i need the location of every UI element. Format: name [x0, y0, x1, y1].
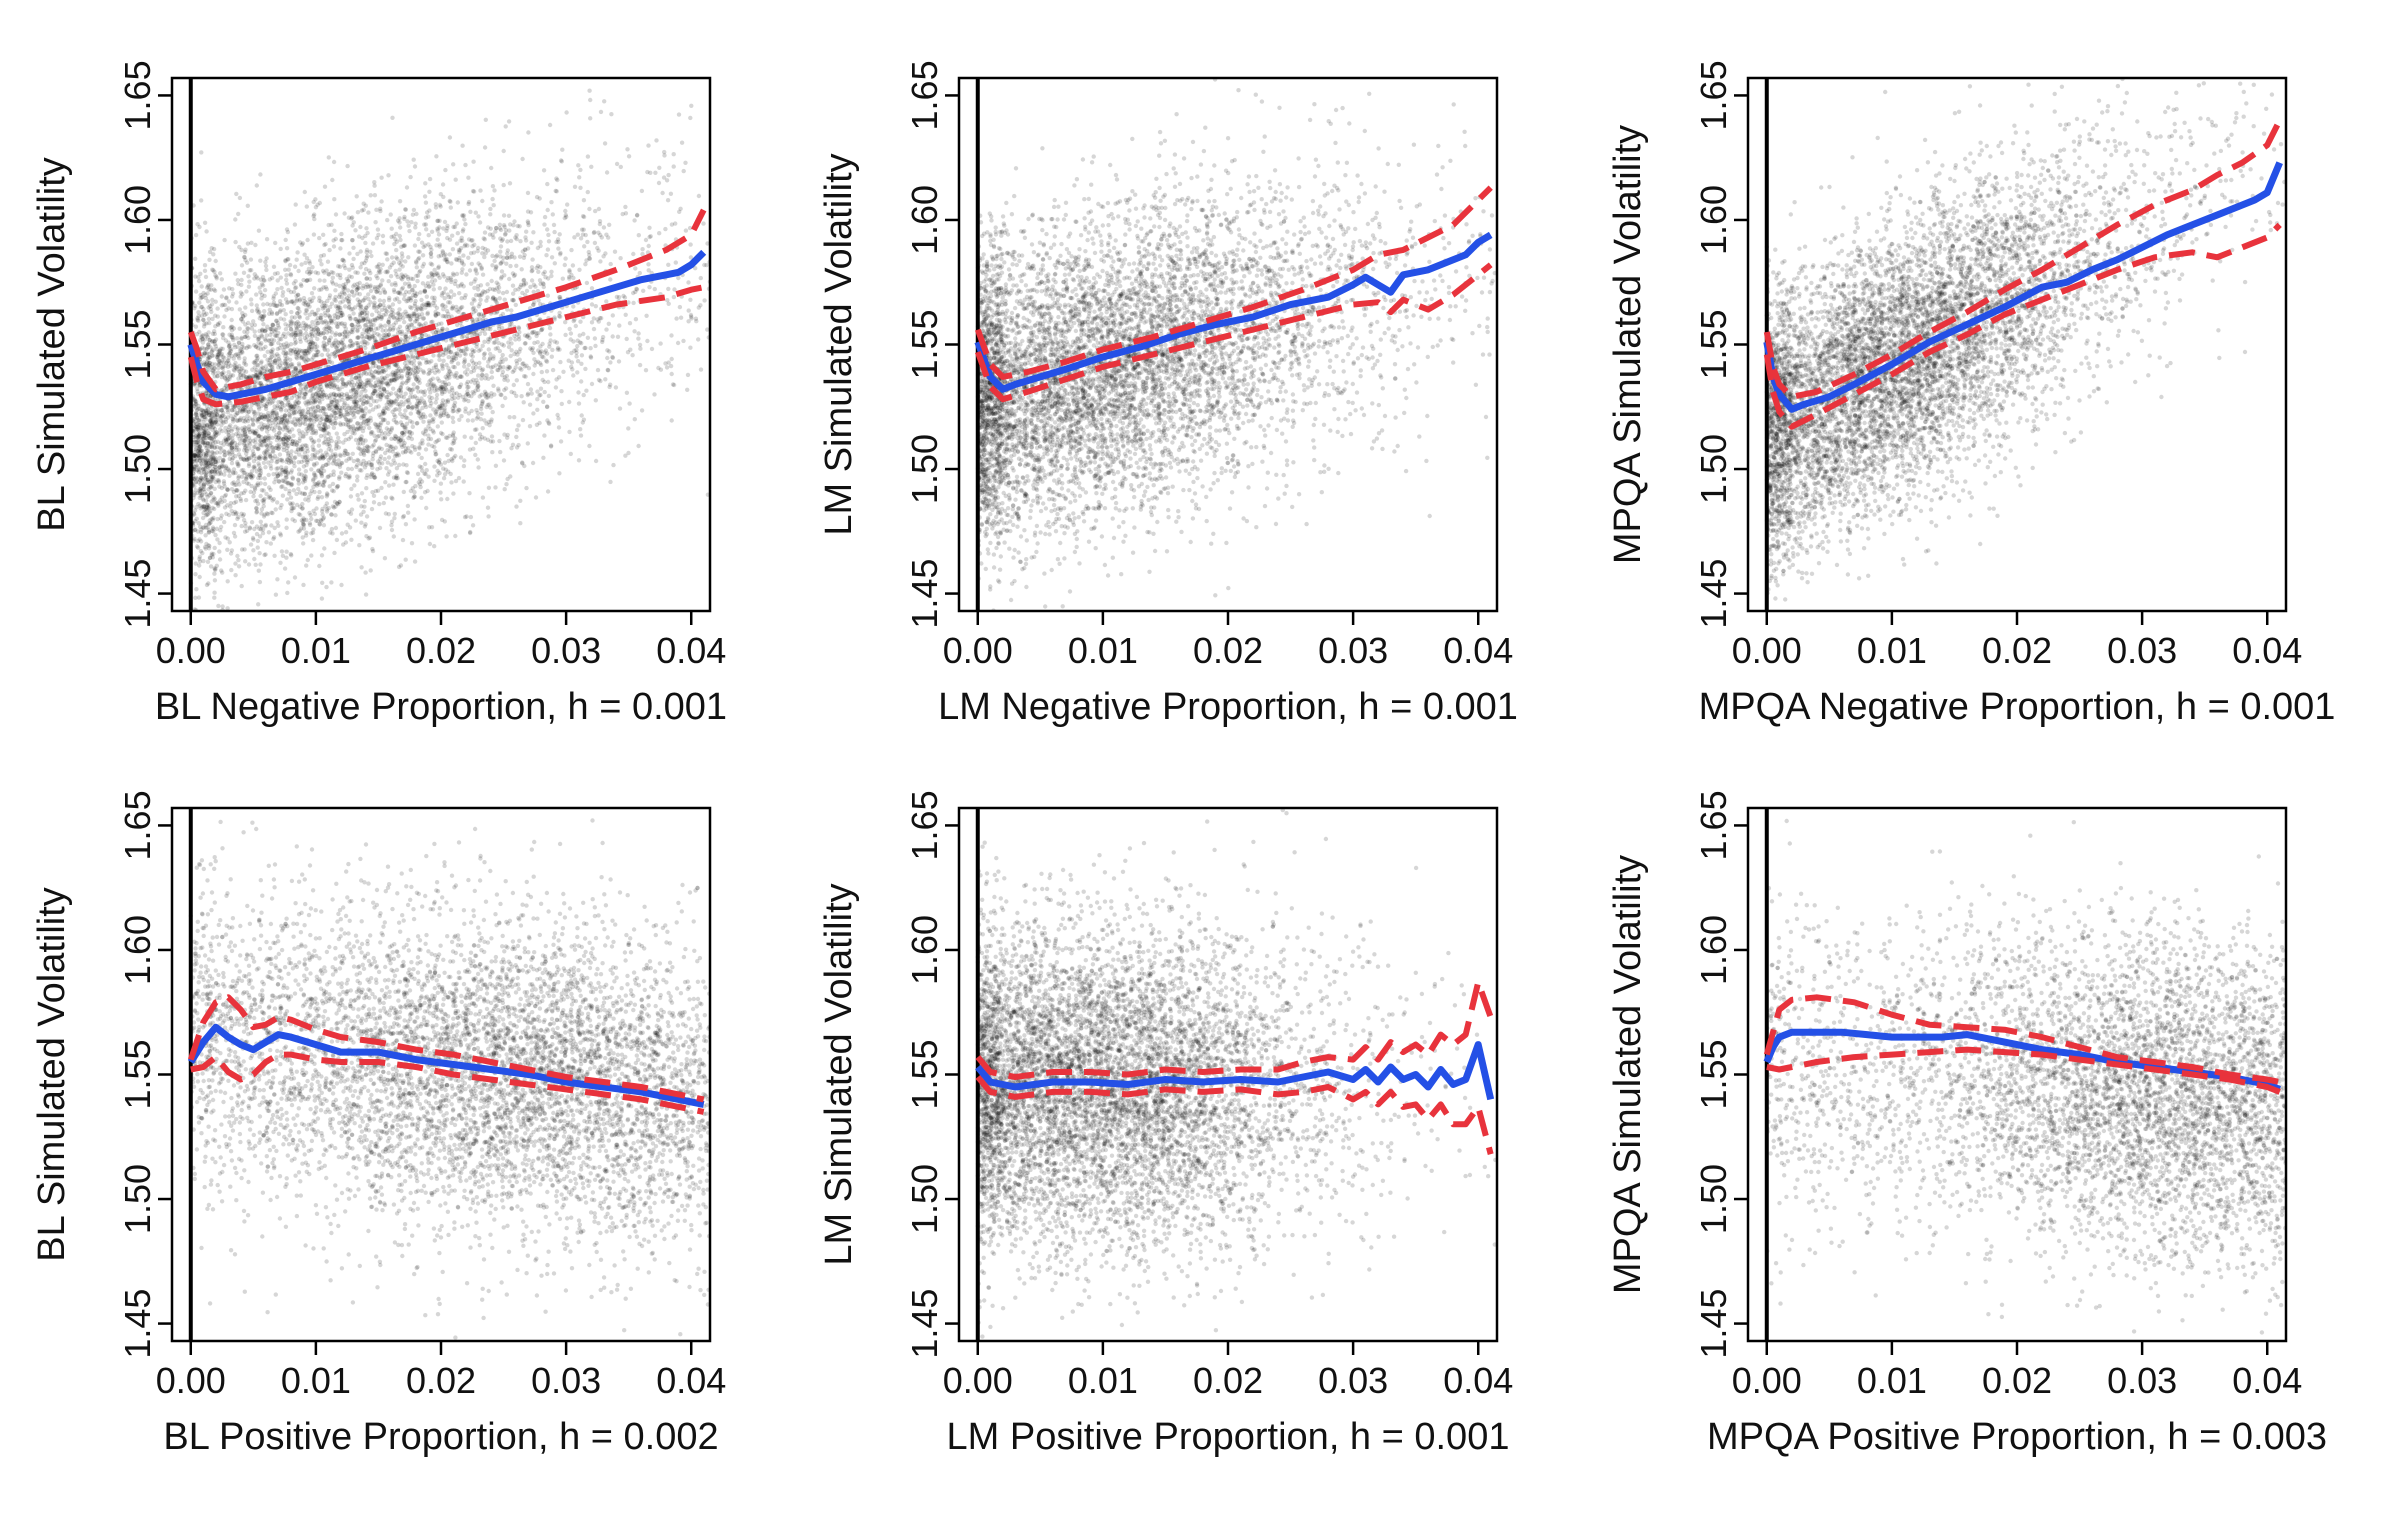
y-tick-label: 1.45 [904, 559, 945, 629]
ci-band-2 [975, 1075, 1494, 1155]
x-tick-label: 0.03 [1318, 630, 1388, 671]
y-tick-label: 1.60 [904, 185, 945, 255]
x-tick-label: 0.04 [656, 1360, 726, 1401]
scatter-cloud [188, 818, 710, 1340]
y-tick-label: 1.60 [904, 915, 945, 985]
y-tick-label: 1.55 [904, 1039, 945, 1109]
x-tick-label: 0.01 [1857, 630, 1927, 671]
x-tick-label: 0.01 [1857, 1360, 1927, 1401]
x-tick-label: 0.02 [1193, 1360, 1263, 1401]
y-tick-label: 1.45 [1693, 559, 1734, 629]
ci-band-2 [190, 1051, 705, 1115]
panel-5: 0.00 0.01 0.02 0.03 0.04 1.45 1.50 1.55 1.60 1.65… [818, 790, 1513, 1458]
y-tick-label: 1.50 [1693, 434, 1734, 504]
y-axis-label: BL Simulated Volatility [31, 887, 73, 1262]
x-tick-label: 0.02 [1193, 630, 1263, 671]
panel-6: 0.00 0.01 0.02 0.03 0.04 1.45 1.50 1.55 1.60 1.65… [1607, 790, 2327, 1458]
y-tick-label: 1.60 [117, 915, 158, 985]
y-tick-label: 1.45 [117, 1289, 158, 1359]
y-tick-label: 1.50 [117, 1164, 158, 1234]
x-axis-label: LM Positive Proportion, h = 0.001 [947, 1416, 1510, 1458]
x-tick-label: 0.02 [406, 630, 476, 671]
x-tick-label: 0.03 [2107, 1360, 2177, 1401]
x-tick-label: 0.00 [943, 1360, 1013, 1401]
ci-band-2 [187, 284, 705, 408]
y-axis-label: BL Simulated Volatility [31, 157, 73, 532]
x-tick-label: 0.00 [156, 1360, 226, 1401]
panel-4: 0.00 0.01 0.02 0.03 0.04 1.45 1.50 1.55 1.60 1.65… [31, 790, 726, 1458]
x-tick-label: 0.01 [281, 1360, 351, 1401]
y-axis-label: LM Simulated Volatility [818, 153, 860, 535]
x-axis-label: MPQA Negative Proportion, h = 0.001 [1699, 686, 2336, 728]
x-axis-label: MPQA Positive Proportion, h = 0.003 [1707, 1416, 2327, 1458]
y-tick-label: 1.65 [117, 60, 158, 130]
x-axis-label: BL Positive Proportion, h = 0.002 [163, 1416, 718, 1458]
fit-line [975, 1041, 1495, 1101]
y-tick-label: 1.55 [1693, 1039, 1734, 1109]
panel-3: 0.00 0.01 0.02 0.03 0.04 1.45 1.50 1.55 1.60 1.65… [1607, 60, 2336, 728]
ci-band-2 [1766, 1046, 2281, 1095]
y-axis-label: MPQA Simulated Volatility [1607, 125, 1649, 564]
fit-line [187, 249, 707, 401]
y-tick-label: 1.55 [117, 309, 158, 379]
ci-band-1 [1763, 994, 2281, 1085]
y-tick-label: 1.55 [1693, 309, 1734, 379]
x-tick-label: 0.01 [281, 630, 351, 671]
fit-line [187, 1023, 705, 1108]
x-tick-label: 0.04 [1443, 1360, 1513, 1401]
x-tick-label: 0.03 [2107, 630, 2177, 671]
y-tick-label: 1.60 [1693, 185, 1734, 255]
ci-band-1 [187, 208, 707, 393]
ci-band-2 [1763, 222, 2282, 430]
y-tick-label: 1.55 [904, 309, 945, 379]
y-tick-label: 1.50 [117, 434, 158, 504]
x-tick-label: 0.03 [531, 630, 601, 671]
x-tick-label: 0.03 [1318, 1360, 1388, 1401]
panel-2: 0.00 0.01 0.02 0.03 0.04 1.45 1.50 1.55 1.60 1.65… [818, 60, 1518, 728]
ci-band-1 [187, 994, 705, 1103]
x-axis-label: BL Negative Proportion, h = 0.001 [155, 686, 727, 728]
y-tick-label: 1.65 [1693, 790, 1734, 860]
x-tick-label: 0.03 [531, 1360, 601, 1401]
y-tick-label: 1.50 [1693, 1164, 1734, 1234]
y-tick-label: 1.50 [904, 1164, 945, 1234]
panel-1: 0.00 0.01 0.02 0.03 0.04 1.45 1.50 1.55 1.60 1.65… [31, 60, 727, 728]
y-axis-label: LM Simulated Volatility [818, 883, 860, 1265]
x-tick-label: 0.02 [406, 1360, 476, 1401]
x-tick-label: 0.01 [1068, 630, 1138, 671]
y-axis-label: MPQA Simulated Volatility [1607, 855, 1649, 1294]
y-tick-label: 1.60 [117, 185, 158, 255]
y-tick-label: 1.45 [117, 559, 158, 629]
x-tick-label: 0.02 [1982, 1360, 2052, 1401]
x-tick-label: 0.00 [943, 630, 1013, 671]
x-tick-label: 0.00 [1732, 1360, 1802, 1401]
fit-line [1763, 161, 2283, 413]
y-tick-label: 1.50 [904, 434, 945, 504]
y-tick-label: 1.55 [117, 1039, 158, 1109]
fit-line [1763, 1028, 2281, 1093]
y-tick-label: 1.65 [904, 790, 945, 860]
x-tick-label: 0.04 [2232, 1360, 2302, 1401]
x-tick-label: 0.00 [156, 630, 226, 671]
x-tick-label: 0.02 [1982, 630, 2052, 671]
y-tick-label: 1.65 [904, 60, 945, 130]
x-axis-label: LM Negative Proportion, h = 0.001 [938, 686, 1518, 728]
x-tick-label: 0.01 [1068, 1360, 1138, 1401]
x-tick-label: 0.04 [2232, 630, 2302, 671]
x-tick-label: 0.00 [1732, 630, 1802, 671]
y-tick-label: 1.45 [1693, 1289, 1734, 1359]
ci-band-1 [975, 979, 1494, 1080]
x-tick-label: 0.04 [1443, 630, 1513, 671]
x-tick-label: 0.04 [656, 630, 726, 671]
fit-line [974, 231, 1493, 393]
y-tick-label: 1.65 [1693, 60, 1734, 130]
ci-band-1 [974, 185, 1493, 380]
ci-band-1 [1763, 118, 2283, 400]
y-tick-label: 1.65 [117, 790, 158, 860]
y-tick-label: 1.45 [904, 1289, 945, 1359]
y-tick-label: 1.60 [1693, 915, 1734, 985]
ci-band-2 [974, 262, 1493, 403]
